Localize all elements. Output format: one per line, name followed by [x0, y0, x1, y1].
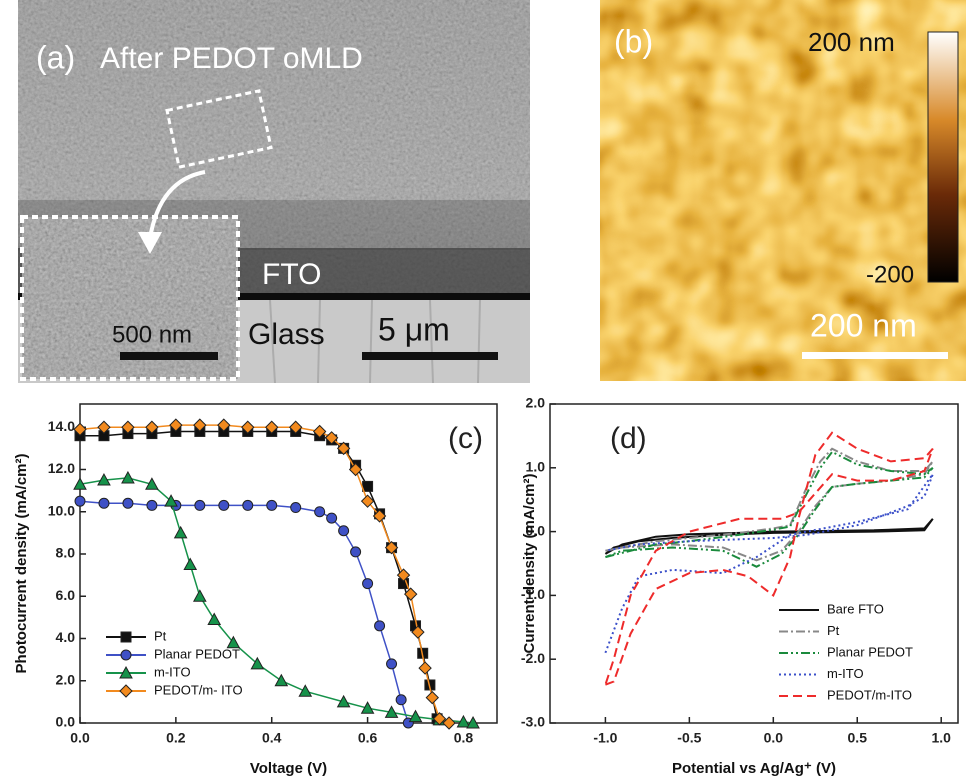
- legend-label: Planar PEDOT: [827, 644, 913, 659]
- y-tick-label: 10.0: [48, 502, 75, 518]
- x-tick-label: 0.6: [358, 730, 378, 746]
- y-tick-label: 8.0: [56, 545, 76, 561]
- scale-label: 500 nm: [112, 321, 192, 348]
- marker: [175, 527, 187, 538]
- marker: [194, 590, 206, 601]
- y-tick-label: 2.0: [526, 395, 546, 411]
- image-title: After PEDOT oMLD: [100, 42, 363, 75]
- marker: [267, 500, 277, 510]
- legend-label: Pt: [154, 628, 167, 643]
- x-axis-label: Voltage (V): [250, 760, 327, 777]
- legend-label: m-ITO: [827, 666, 864, 681]
- marker: [243, 500, 253, 510]
- x-tick-label: 0.0: [764, 730, 784, 746]
- panel-label: (b): [614, 23, 653, 59]
- marker: [275, 675, 287, 686]
- figure: (a) After PEDOT oMLD FTO Glass 5 μm 500 …: [0, 0, 966, 781]
- y-axis-label: Photocurrent density (mA/cm²): [13, 453, 30, 673]
- marker: [122, 472, 134, 483]
- marker: [351, 547, 361, 557]
- legend-label: Bare FTO: [827, 601, 884, 616]
- legend-label: m-ITO: [154, 664, 191, 679]
- marker: [375, 621, 385, 631]
- marker: [99, 498, 109, 508]
- y-axis-label: Current density (mA/cm²): [521, 473, 538, 653]
- x-axis-label: Potential vs Ag/Ag⁺ (V): [672, 760, 836, 777]
- afm-image: (b) 200 nm -200 200 nm: [600, 0, 966, 381]
- legend-marker: [121, 650, 131, 660]
- colorbar-label: 200 nm: [808, 27, 895, 57]
- series-line: [80, 432, 437, 719]
- marker: [184, 559, 196, 570]
- x-tick-label: 0.5: [848, 730, 868, 746]
- sem-image: (a) After PEDOT oMLD FTO Glass 5 μm 500 …: [18, 0, 530, 383]
- marker: [208, 613, 220, 624]
- marker: [419, 662, 431, 674]
- panel-label: (d): [610, 422, 647, 455]
- marker: [387, 659, 397, 669]
- marker: [123, 498, 133, 508]
- y-tick-label: 12.0: [48, 460, 75, 476]
- panel-label: (c): [448, 422, 483, 455]
- layer-label: Glass: [248, 318, 325, 351]
- marker: [195, 500, 205, 510]
- marker: [75, 496, 85, 506]
- marker: [299, 685, 311, 696]
- layer-label: FTO: [262, 258, 321, 291]
- marker: [363, 579, 373, 589]
- y-tick-label: 1.0: [526, 459, 546, 475]
- x-tick-label: -1.0: [593, 730, 617, 746]
- legend-marker: [121, 632, 131, 642]
- marker: [219, 500, 229, 510]
- scale-label: 5 μm: [378, 311, 450, 347]
- legend-label: PEDOT/m- ITO: [154, 682, 243, 697]
- series-line: [605, 474, 932, 653]
- x-tick-label: 0.8: [454, 730, 474, 746]
- y-tick-label: 2.0: [56, 671, 76, 687]
- series-line: [80, 425, 449, 723]
- x-tick-label: 0.4: [262, 730, 282, 746]
- marker: [396, 695, 406, 705]
- y-tick-label: -3.0: [521, 714, 545, 730]
- marker: [405, 588, 417, 600]
- plot-frame: [80, 404, 497, 723]
- y-tick-label: 6.0: [56, 587, 76, 603]
- y-tick-label: 14.0: [48, 418, 75, 434]
- legend-label: Planar PEDOT: [154, 646, 240, 661]
- scale-label: 200 nm: [810, 307, 917, 343]
- marker: [147, 500, 157, 510]
- marker: [426, 692, 438, 704]
- marker: [327, 513, 337, 523]
- marker: [339, 526, 349, 536]
- colorbar-label: -200: [866, 261, 914, 288]
- x-tick-label: 0.2: [166, 730, 186, 746]
- x-tick-label: -0.5: [677, 730, 701, 746]
- page: (a) After PEDOT oMLD FTO Glass 5 μm 500 …: [0, 0, 966, 781]
- marker: [291, 503, 301, 513]
- legend-label: PEDOT/m-ITO: [827, 687, 912, 702]
- legend-label: Pt: [827, 623, 840, 638]
- x-tick-label: 1.0: [931, 730, 951, 746]
- y-tick-label: 0.0: [56, 714, 76, 730]
- panel-label: (a): [36, 39, 75, 75]
- marker: [315, 507, 325, 517]
- y-tick-label: 4.0: [56, 629, 76, 645]
- x-tick-label: 0.0: [70, 730, 90, 746]
- legend-marker: [120, 685, 132, 697]
